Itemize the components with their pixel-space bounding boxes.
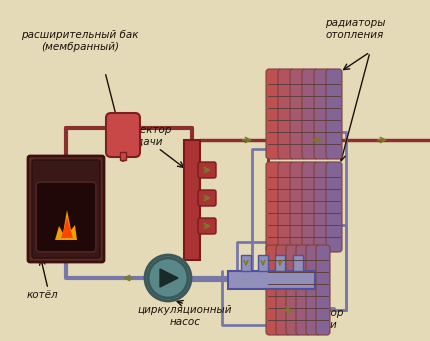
Bar — [228, 271, 315, 289]
Polygon shape — [55, 210, 77, 240]
FancyBboxPatch shape — [278, 69, 294, 159]
FancyBboxPatch shape — [198, 162, 216, 178]
FancyBboxPatch shape — [290, 162, 306, 252]
FancyBboxPatch shape — [266, 69, 282, 159]
FancyBboxPatch shape — [266, 245, 280, 335]
Polygon shape — [160, 269, 178, 287]
Bar — [293, 255, 303, 271]
FancyBboxPatch shape — [326, 69, 342, 159]
FancyBboxPatch shape — [28, 156, 104, 262]
Text: котёл: котёл — [26, 290, 58, 300]
FancyBboxPatch shape — [36, 182, 96, 252]
Text: коллектор
подачи: коллектор подачи — [114, 125, 172, 147]
FancyBboxPatch shape — [266, 162, 282, 252]
FancyBboxPatch shape — [290, 69, 306, 159]
FancyBboxPatch shape — [286, 245, 300, 335]
FancyBboxPatch shape — [302, 69, 318, 159]
FancyBboxPatch shape — [316, 245, 330, 335]
FancyBboxPatch shape — [314, 162, 330, 252]
FancyBboxPatch shape — [306, 245, 320, 335]
Polygon shape — [61, 217, 73, 238]
FancyBboxPatch shape — [198, 190, 216, 206]
FancyBboxPatch shape — [106, 113, 140, 157]
Bar — [275, 255, 285, 271]
Bar — [120, 152, 126, 160]
Text: радиаторы
отопления: радиаторы отопления — [325, 18, 385, 40]
Bar — [258, 255, 268, 271]
Text: расширительный бак
(мембранный): расширительный бак (мембранный) — [21, 30, 139, 51]
Text: коллектор
обратки: коллектор обратки — [286, 308, 344, 330]
Circle shape — [145, 255, 191, 301]
FancyBboxPatch shape — [314, 69, 330, 159]
Circle shape — [148, 258, 188, 298]
FancyBboxPatch shape — [276, 245, 290, 335]
FancyBboxPatch shape — [326, 162, 342, 252]
Bar — [241, 255, 251, 271]
FancyBboxPatch shape — [302, 162, 318, 252]
FancyBboxPatch shape — [296, 245, 310, 335]
Bar — [184, 140, 200, 260]
FancyBboxPatch shape — [198, 218, 216, 234]
FancyBboxPatch shape — [32, 160, 100, 258]
Text: циркуляционный
насос: циркуляционный насос — [138, 305, 232, 327]
FancyBboxPatch shape — [278, 162, 294, 252]
